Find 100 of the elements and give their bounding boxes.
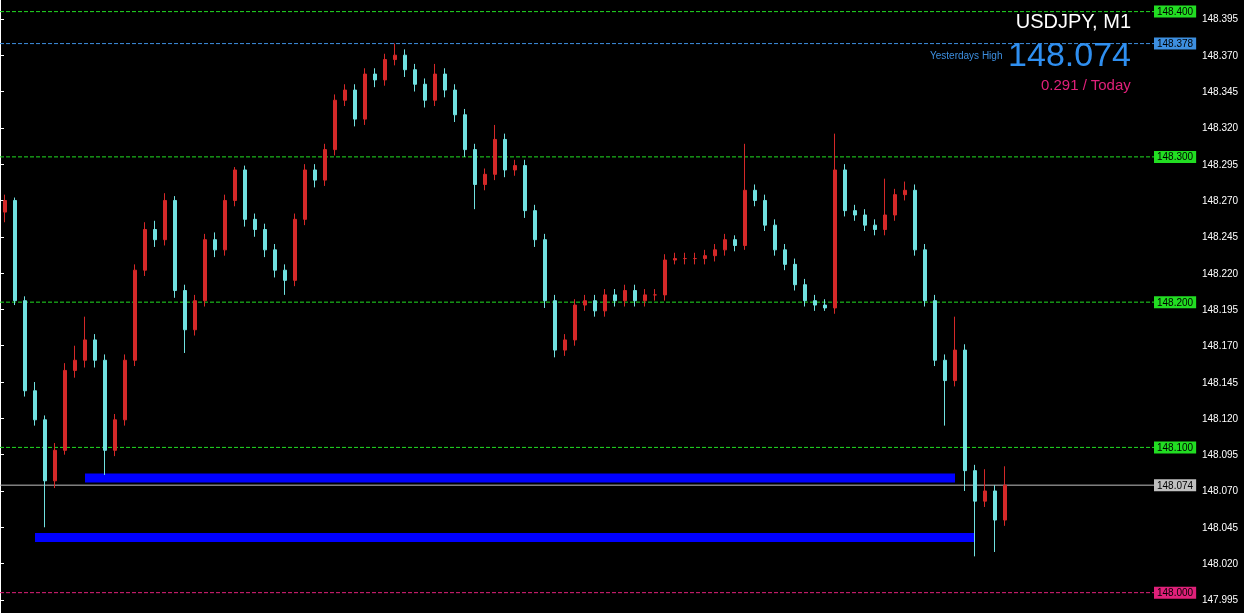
candlestick [353,83,357,127]
candlestick [253,213,257,238]
candlestick [343,83,347,107]
candlestick [373,67,377,88]
y-tick-label: 148.295 [1202,158,1239,170]
candlestick [513,159,517,177]
candlestick [313,163,317,188]
text: USDJPY, M1 [1015,10,1132,32]
candlestick [993,484,997,553]
candlestick [813,294,817,312]
candlestick [273,243,277,278]
candlestick [983,468,987,508]
candlestick [753,183,757,207]
y-tick-label: 148.120 [1202,412,1239,424]
candlestick [23,295,27,398]
candlestick [953,316,957,387]
y-tick-label: 148.395 [1202,13,1239,25]
candlestick [13,197,17,306]
candlestick [203,233,207,307]
candlestick [763,194,767,232]
candlestick [483,168,487,191]
candlestick [843,163,847,217]
candlestick [603,288,607,318]
y-tick-label: 148.320 [1202,122,1239,134]
candlestick [153,220,157,248]
candlestick [903,181,907,201]
candlestick [873,218,877,236]
candlestick [503,133,507,178]
ref-line-label: 148.300 [1157,151,1194,163]
annotation: Yesterdays High [930,49,1003,61]
y-tick-label: 148.095 [1202,449,1239,461]
candlestick [473,143,477,210]
candlestick [103,353,107,476]
candlestick [43,414,47,528]
candlestick [183,284,187,354]
y-tick-label: 148.270 [1202,194,1239,206]
y-tick-label: 148.020 [1202,558,1239,570]
candlestick [113,413,117,457]
candlestick [673,252,677,265]
candlestick [73,345,77,379]
y-tick-label: 148.220 [1202,267,1239,279]
y-tick-label: 148.070 [1202,485,1239,497]
ref-line-label: 148.000 [1157,587,1194,599]
candlestick [563,333,567,357]
candlestick [323,143,327,187]
candlestick [223,194,227,257]
candlestick [303,163,307,226]
text: 148.074 [1008,35,1131,73]
y-tick-label: 148.045 [1202,521,1239,533]
candlestick [583,294,587,312]
candlestick [163,192,167,246]
candlestick [853,204,857,222]
candlestick [643,288,647,307]
candlestick [773,218,777,257]
candlestick [793,258,797,292]
candlestick [243,165,247,228]
candlestick [783,243,787,271]
candlestick [493,124,497,181]
ref-line-label: 148.400 [1157,6,1194,18]
candlestick [913,183,917,257]
candlestick [63,362,67,456]
candlestick [333,93,337,156]
candlestick [823,298,827,312]
candlestick [213,231,217,258]
candlestick [403,48,407,78]
candlestick [743,143,747,251]
candlestick [923,243,927,307]
candlestick [723,233,727,257]
candlestick [803,278,807,307]
candlestick [283,263,287,296]
candlestick [573,298,577,347]
candlestick [663,253,667,302]
ref-line-label: 148.378 [1157,38,1194,50]
ref-line-label: 148.100 [1157,441,1194,453]
candlestick [523,159,527,219]
candlestick [1003,465,1007,527]
y-tick-label: 148.195 [1202,303,1239,315]
candlestick [463,108,467,158]
candlestick [233,166,237,207]
candlestick [413,63,417,93]
candlestick [133,263,137,367]
candlestick [533,204,537,248]
candlestick [33,381,37,427]
ref-line-label: 148.200 [1157,296,1194,308]
candlestick [543,233,547,309]
candlestick [933,294,937,367]
candlestick [93,333,97,369]
candlestick [973,464,977,557]
candlestick [173,195,177,299]
y-tick-label: 147.995 [1202,594,1239,606]
candlestick [453,83,457,123]
y-tick-label: 148.345 [1202,86,1239,98]
y-tick-label: 148.245 [1202,231,1239,243]
y-tick-label: 148.145 [1202,376,1239,388]
candlestick [433,63,437,107]
candlestick [53,442,57,489]
candlestick [703,249,707,265]
candlestick [143,221,147,277]
candlestick [833,133,837,315]
candlestick [423,77,427,108]
